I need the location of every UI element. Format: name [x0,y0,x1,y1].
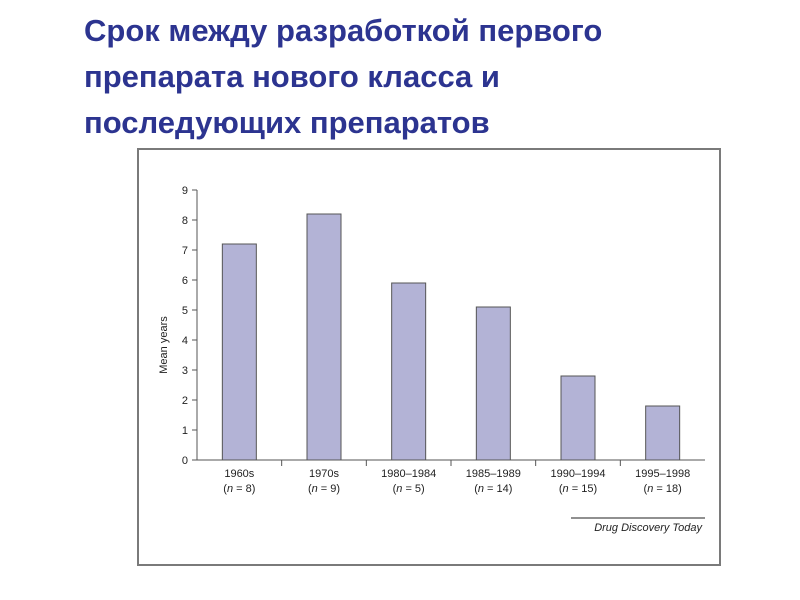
slide-title-line-1: Срок между разработкой первого [84,13,603,48]
x-sample-size-label: (n = 14) [474,483,512,495]
bar-chart: Mean years Drug Discovery Today 0 1 2 3 4 5 6 7… [158,185,705,534]
x-category-label: 1980–1984 [381,468,436,480]
n-letter: n [478,483,484,495]
paren-open: ( [393,483,397,495]
y-tick-label: 9 [182,185,188,197]
y-tick-label: 8 [182,215,188,227]
y-tick-label: 4 [182,335,188,347]
paren-open: ( [559,483,563,495]
x-sample-size-label: (n = 18) [644,483,682,495]
y-axis-title: Mean years [158,316,170,374]
x-category-label: 1995–1998 [635,468,690,480]
bar-1980–1984 [391,282,427,461]
chart-frame: Mean years Drug Discovery Today 0 1 2 3 4 5 6 7… [137,148,721,566]
n-letter: n [647,483,653,495]
paren-open: ( [474,483,478,495]
n-value: = 5) [402,483,424,495]
bar-1970s [306,213,342,461]
n-letter: n [312,483,318,495]
y-tick-label: 0 [182,455,188,467]
n-letter: n [227,483,233,495]
x-category-label: 1960s [224,468,254,480]
n-letter: n [396,483,402,495]
y-tick-label: 2 [182,395,188,407]
n-value: = 14) [484,483,512,495]
y-tick-label: 5 [182,305,188,317]
slide-title: Срок между разработкой первого препарата… [84,8,784,146]
x-category-label: 1970s [309,468,339,480]
x-sample-size-label: (n = 5) [393,483,425,495]
n-value: = 9) [318,483,340,495]
y-tick-label: 3 [182,365,188,377]
y-tick-label: 7 [182,245,188,257]
x-sample-size-label: (n = 15) [559,483,597,495]
bar-1985–1989 [475,306,511,461]
paren-open: ( [223,483,227,495]
y-tick-label: 1 [182,425,188,437]
y-tick-label: 6 [182,275,188,287]
paren-open: ( [308,483,312,495]
source-label: Drug Discovery Today [594,522,703,534]
bar-1995–1998 [645,405,681,461]
paren-open: ( [644,483,648,495]
n-value: = 8) [233,483,255,495]
n-letter: n [563,483,569,495]
x-sample-size-label: (n = 9) [308,483,340,495]
x-category-label: 1990–1994 [550,468,605,480]
n-value: = 15) [569,483,597,495]
bar-1990–1994 [560,375,596,461]
slide-title-line-2: препарата нового класса и [84,59,500,94]
x-category-label: 1985–1989 [466,468,521,480]
x-sample-size-label: (n = 8) [223,483,255,495]
slide-title-line-3: последующих препаратов [84,105,490,140]
bar-1960s [221,243,257,461]
n-value: = 18) [653,483,681,495]
